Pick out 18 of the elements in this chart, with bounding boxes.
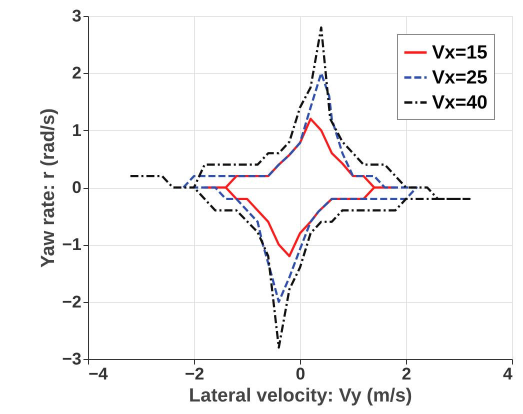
y-tick-label: 2 [72, 64, 82, 83]
x-axis-title: Lateral velocity: Vy (m/s) [188, 386, 412, 406]
y-tick-label: 3 [72, 6, 82, 26]
legend-label: Vx=40 [432, 92, 488, 114]
y-tick-label: 0 [72, 178, 82, 197]
x-tick-label: 2 [402, 364, 412, 384]
y-tick-label: −3 [62, 350, 82, 368]
y-tick-label: 1 [72, 120, 82, 140]
y-tick-label: −2 [62, 292, 82, 312]
x-tick-label: −4 [88, 364, 108, 384]
x-tick-label: 0 [296, 364, 306, 384]
legend-label: Vx=15 [432, 42, 488, 64]
y-tick-label: −1 [62, 235, 82, 254]
x-tick-label: 4 [503, 364, 514, 384]
line-series [182, 72, 418, 303]
x-tick-label: −2 [184, 364, 204, 384]
legend-label: Vx=25 [432, 68, 488, 88]
y-axis-title: Yaw rate: r (rad/s) [38, 108, 60, 268]
